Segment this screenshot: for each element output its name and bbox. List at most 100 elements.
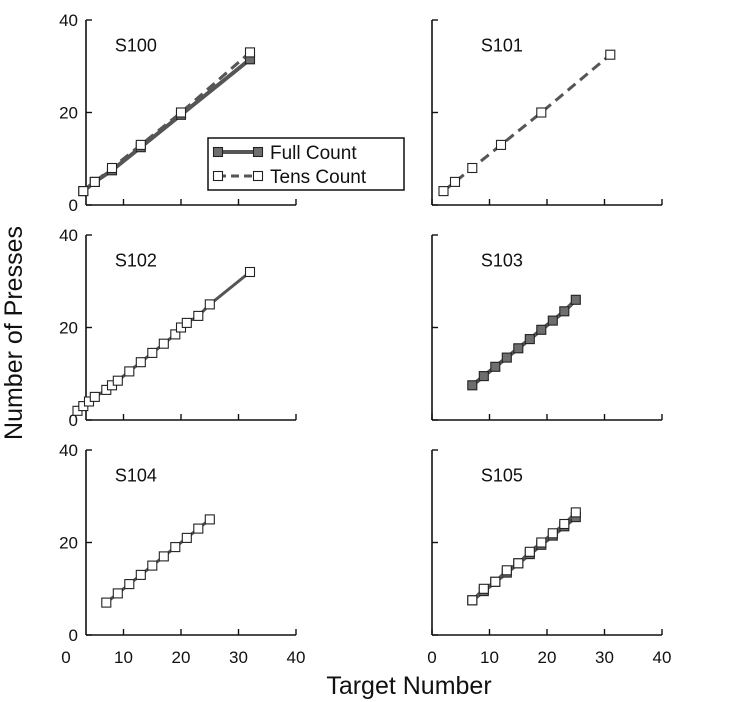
- data-point-tens-count: [204, 299, 215, 310]
- data-point-full-count: [524, 334, 535, 345]
- series-line-tens-count: [105, 518, 211, 604]
- data-point-full-count: [513, 343, 524, 354]
- data-point-tens-count: [536, 107, 547, 118]
- data-point-tens-count: [193, 310, 204, 321]
- data-point-full-count: [467, 380, 478, 391]
- data-point-tens-count: [181, 532, 192, 543]
- panel-title: S103: [481, 250, 523, 270]
- panel-title: S105: [481, 465, 523, 485]
- data-point-tens-count: [124, 579, 135, 590]
- chart-panel-1: 0 20 40 S100: [59, 11, 297, 215]
- legend-label-tens-count: Tens Count: [270, 167, 367, 188]
- data-point-tens-count: [570, 507, 581, 518]
- data-point-tens-count: [547, 528, 558, 539]
- data-point-tens-count: [244, 266, 256, 278]
- x-tick-label: 10: [114, 648, 133, 667]
- legend-marker-full-count: [212, 146, 224, 158]
- data-point-tens-count: [89, 176, 100, 187]
- data-point-tens-count: [524, 546, 535, 557]
- series-line-full-count: [471, 298, 578, 387]
- data-point-tens-count: [244, 47, 256, 58]
- x-tick-label: 30: [595, 648, 614, 667]
- legend-marker-full-count: [252, 146, 264, 158]
- panels-group: 0 20 40 S100 S101 0 20 40 S102 S103 0 20 40 0 10 20 30 40…: [59, 11, 671, 667]
- data-point-tens-count: [147, 560, 158, 571]
- data-point-tens-count: [193, 523, 204, 534]
- legend: Full Count Tens Count: [207, 137, 405, 191]
- chart-panel-6: 0 10 20 30 40 S105: [427, 449, 672, 667]
- data-point-tens-count: [135, 139, 146, 150]
- data-point-tens-count: [467, 162, 478, 174]
- data-point-tens-count: [147, 347, 158, 358]
- chart-panel-2: S101: [431, 19, 663, 206]
- chart-panel-5: 0 20 40 0 10 20 30 40 S104: [59, 441, 305, 667]
- legend-marker-tens-count: [212, 170, 224, 182]
- data-point-tens-count: [449, 176, 461, 187]
- data-point-full-count: [478, 371, 489, 382]
- data-point-tens-count: [175, 107, 187, 118]
- y-axis-title: Number of Presses: [0, 226, 28, 440]
- data-point-tens-count: [158, 338, 169, 349]
- data-point-tens-count: [135, 569, 146, 580]
- data-point-tens-count: [78, 186, 89, 197]
- x-tick-label: 10: [480, 648, 499, 667]
- series-line-tens-count: [471, 511, 577, 602]
- data-point-tens-count: [478, 583, 489, 594]
- x-tick-label: 40: [653, 648, 672, 667]
- data-point-tens-count: [106, 162, 118, 174]
- data-point-tens-count: [112, 588, 123, 599]
- data-point-full-count: [536, 324, 547, 335]
- x-tick-label: 0: [427, 648, 436, 667]
- data-point-full-count: [570, 294, 581, 305]
- series-line-tens-count: [82, 51, 251, 193]
- data-point-tens-count: [559, 518, 570, 530]
- data-point-tens-count: [124, 366, 135, 377]
- data-point-tens-count: [158, 551, 169, 562]
- data-point-full-count: [490, 361, 501, 372]
- x-tick-label: 20: [172, 648, 191, 667]
- panel-title: S100: [115, 35, 157, 55]
- y-tick-label: 40: [59, 226, 78, 245]
- x-axis-title: Target Number: [326, 672, 491, 700]
- data-point-tens-count: [501, 565, 512, 576]
- chart-panel-3: 0 20 40 S102: [59, 226, 297, 430]
- x-tick-label: 30: [229, 648, 248, 667]
- y-tick-label: 0: [69, 626, 78, 645]
- data-point-full-count: [547, 315, 558, 326]
- data-point-tens-count: [101, 597, 112, 608]
- data-point-full-count: [501, 352, 512, 363]
- data-point-full-count: [559, 306, 570, 317]
- data-point-tens-count: [112, 375, 123, 386]
- y-tick-label: 0: [69, 196, 78, 215]
- legend-label-full-count: Full Count: [270, 143, 357, 164]
- data-point-tens-count: [490, 576, 501, 587]
- y-tick-label: 20: [59, 104, 78, 123]
- panel-title: S101: [481, 35, 523, 55]
- data-point-tens-count: [204, 514, 215, 525]
- y-tick-label: 40: [59, 441, 78, 460]
- data-point-tens-count: [438, 186, 449, 197]
- panel-title: S104: [115, 465, 157, 485]
- chart-panel-4: S103: [431, 234, 663, 421]
- data-point-tens-count: [513, 558, 524, 569]
- x-tick-label: 20: [538, 648, 557, 667]
- data-point-tens-count: [89, 391, 100, 402]
- y-tick-label: 40: [59, 11, 78, 30]
- data-point-tens-count: [181, 317, 192, 328]
- data-point-tens-count: [605, 49, 616, 60]
- data-point-tens-count: [170, 329, 181, 340]
- data-point-tens-count: [536, 537, 547, 548]
- y-tick-label: 0: [69, 411, 78, 430]
- series-line-tens-count: [442, 53, 612, 193]
- x-tick-label: 0: [61, 648, 70, 667]
- legend-marker-tens-count: [252, 170, 264, 182]
- legend-box: [207, 137, 405, 191]
- panel-title: S102: [115, 250, 157, 270]
- data-point-tens-count: [170, 542, 181, 553]
- data-point-tens-count: [467, 595, 478, 606]
- y-tick-label: 20: [59, 534, 78, 553]
- x-tick-label: 40: [287, 648, 306, 667]
- data-point-tens-count: [495, 139, 507, 150]
- y-tick-label: 20: [59, 319, 78, 338]
